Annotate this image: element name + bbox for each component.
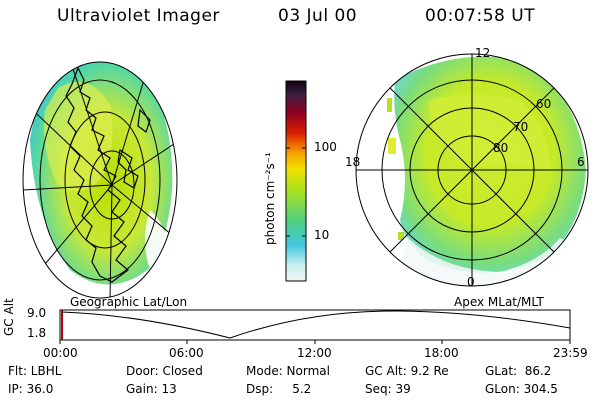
date-readout: 03 Jul 00	[278, 6, 358, 26]
dsp-readout: Dsp: 5.2	[246, 382, 312, 396]
gc-alt-readout: GC Alt: 9.2 Re	[365, 364, 449, 378]
apex-caption: Apex MLat/MLT	[454, 295, 544, 309]
mlat-label-70: 70	[513, 120, 529, 134]
mlt-label-18: 18	[345, 155, 361, 169]
timeline-xtick: 23:59	[553, 346, 588, 360]
timeline-ytick-bottom: 1.8	[27, 326, 47, 340]
colorbar-tick-100: 100	[314, 140, 337, 154]
glon-readout: GLon: 304.5	[485, 382, 558, 396]
mlt-label-6: 6	[577, 155, 585, 169]
coastline-outline	[65, 66, 151, 283]
timeline-xtick: 06:00	[169, 346, 204, 360]
filter-readout: Flt: LBHL	[8, 364, 62, 378]
time-readout: 00:07:58 UT	[425, 6, 536, 26]
geographic-plot	[22, 61, 178, 299]
geographic-caption: Geographic Lat/Lon	[70, 295, 188, 309]
gain-readout: Gain: 13	[126, 382, 177, 396]
mlat-label-60: 60	[536, 97, 552, 111]
glat-readout: GLat: 86.2	[485, 364, 552, 378]
mode-readout: Mode: Normal	[246, 364, 330, 378]
door-readout: Door: Closed	[126, 364, 203, 378]
mlt-label-12: 12	[475, 46, 491, 60]
apex-polar-plot	[355, 53, 589, 287]
altitude-timeline	[59, 309, 571, 344]
timeline-xtick: 00:00	[43, 346, 78, 360]
seq-readout: Seq: 39	[365, 382, 411, 396]
colorbar-tick-10: 10	[314, 228, 330, 242]
colorbar-unit-label: photon cm⁻²s⁻¹	[263, 152, 277, 245]
mlt-label-0: 0	[467, 275, 475, 289]
timeline-xtick: 12:00	[297, 346, 332, 360]
ip-readout: IP: 36.0	[8, 382, 54, 396]
app-title: Ultraviolet Imager	[57, 6, 220, 26]
timeline-ytick-top: 9.0	[27, 306, 47, 320]
color-scale-bar	[285, 80, 307, 282]
mlat-label-80: 80	[493, 141, 509, 155]
timeline-axis-label: GC Alt	[2, 298, 16, 336]
timeline-xtick: 18:00	[424, 346, 459, 360]
